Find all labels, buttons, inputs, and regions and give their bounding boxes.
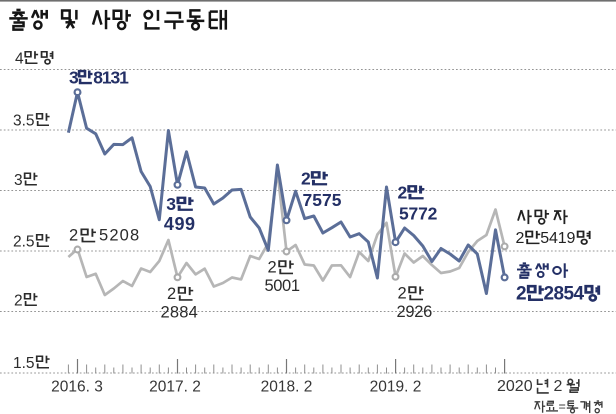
svg-text:2: 2	[398, 183, 408, 203]
svg-text:2: 2	[398, 285, 407, 303]
svg-text:2: 2	[167, 285, 176, 303]
svg-text:2854: 2854	[544, 284, 585, 305]
svg-text:3: 3	[69, 67, 79, 87]
svg-text:2.5: 2.5	[13, 234, 35, 251]
svg-text:2: 2	[301, 169, 311, 189]
svg-text:2: 2	[14, 293, 23, 310]
svg-text:5419: 5419	[540, 230, 575, 247]
svg-text:8131: 8131	[93, 67, 129, 87]
svg-text:4: 4	[15, 51, 24, 68]
svg-text:=: =	[559, 400, 566, 414]
svg-text:2: 2	[554, 378, 563, 395]
svg-text:3.5: 3.5	[13, 113, 35, 130]
svg-text:1.5: 1.5	[13, 355, 35, 372]
svg-text:2016. 3: 2016. 3	[51, 379, 103, 396]
svg-text:2926: 2926	[397, 303, 433, 321]
svg-text:5208: 5208	[99, 227, 140, 245]
svg-text:7575: 7575	[303, 190, 342, 210]
svg-text:499: 499	[164, 214, 196, 234]
svg-text:2884: 2884	[161, 304, 199, 322]
svg-text:2: 2	[69, 227, 78, 245]
svg-text:2019. 2: 2019. 2	[370, 379, 422, 396]
svg-text:5772: 5772	[399, 204, 438, 224]
svg-text:2: 2	[516, 230, 525, 247]
svg-text:2017. 2: 2017. 2	[149, 379, 201, 396]
svg-text:3: 3	[14, 172, 23, 189]
svg-text:3: 3	[166, 194, 176, 214]
svg-text:2018. 2: 2018. 2	[261, 379, 313, 396]
svg-text:2: 2	[268, 259, 277, 277]
svg-text:2: 2	[516, 284, 527, 305]
svg-text:2020: 2020	[497, 378, 533, 395]
svg-text:5001: 5001	[265, 277, 300, 295]
